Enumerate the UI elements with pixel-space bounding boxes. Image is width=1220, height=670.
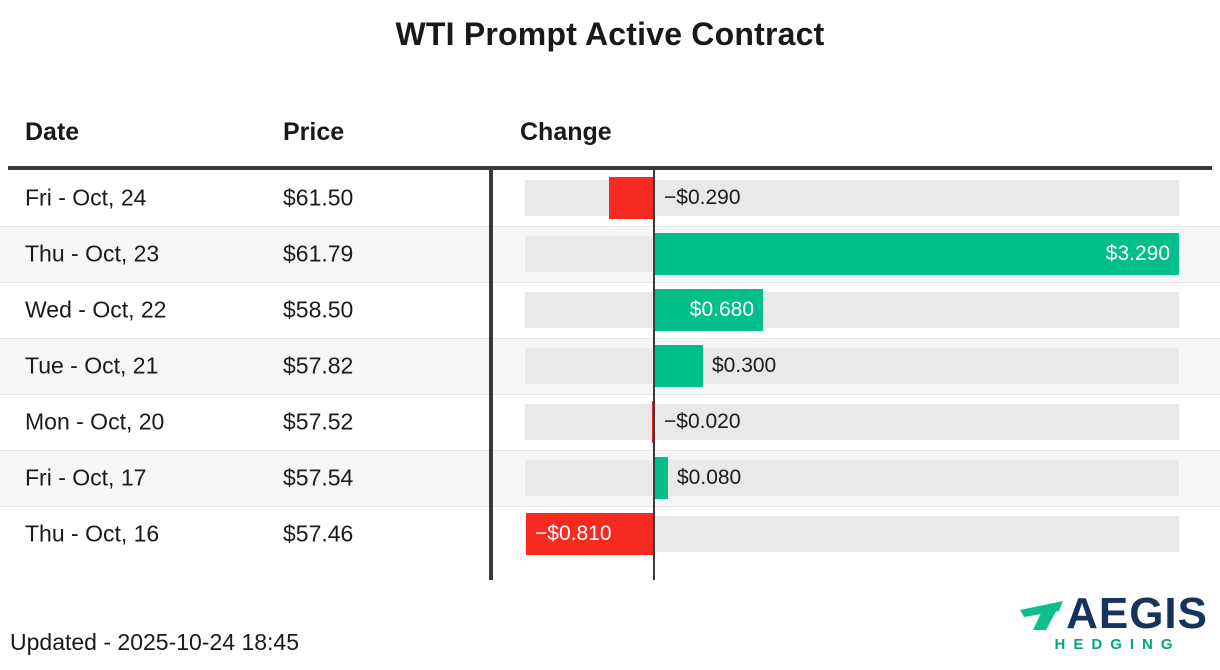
change-bar [655, 457, 668, 499]
aegis-logo: AEGIS HEDGING [1019, 589, 1208, 653]
table-row: Fri - Oct, 17 $57.54 $0.080 [0, 450, 1220, 506]
change-value-label: $3.290 [1105, 242, 1170, 265]
table-row: Fri - Oct, 24 $61.50 −$0.290 [0, 170, 1220, 226]
aegis-logo-text: AEGIS [1066, 589, 1208, 638]
price-cell: $61.79 [283, 240, 354, 267]
change-value-label: $0.300 [712, 354, 777, 377]
price-cell: $58.50 [283, 296, 354, 323]
change-bar-track [525, 348, 1179, 384]
change-value-label: −$0.020 [664, 410, 741, 433]
price-table: Fri - Oct, 24 $61.50 −$0.290 Thu - Oct, 23 $… [0, 170, 1220, 580]
column-header-date: Date [25, 118, 80, 146]
change-value-label: −$0.290 [664, 186, 741, 209]
table-row: Thu - Oct, 16 $57.46 −$0.810 [0, 506, 1220, 562]
table-row: Mon - Oct, 20 $57.52 −$0.020 [0, 394, 1220, 450]
change-bar-track [525, 292, 1179, 328]
column-header-change: Change [520, 118, 612, 146]
date-cell: Mon - Oct, 20 [25, 408, 165, 435]
header-divider-line [8, 166, 1212, 170]
change-bar-track [525, 460, 1179, 496]
date-cell: Fri - Oct, 24 [25, 184, 147, 211]
date-cell: Fri - Oct, 17 [25, 464, 147, 491]
change-value-label: $0.680 [689, 298, 754, 321]
price-cell: $57.46 [283, 520, 354, 547]
change-bar [526, 513, 655, 555]
price-cell: $61.50 [283, 184, 354, 211]
change-bar [655, 345, 703, 387]
zero-axis-line [653, 170, 655, 580]
change-bar-track [525, 404, 1179, 440]
updated-timestamp: Updated - 2025-10-24 18:45 [10, 629, 299, 655]
table-row: Wed - Oct, 22 $58.50 $0.680 [0, 282, 1220, 338]
change-value-label: $0.080 [677, 466, 742, 489]
column-header-price: Price [283, 118, 345, 146]
page-title: WTI Prompt Active Contract [395, 16, 825, 52]
change-bar [655, 289, 763, 331]
column-divider-line [489, 170, 493, 580]
date-cell: Tue - Oct, 21 [25, 352, 159, 379]
date-cell: Thu - Oct, 16 [25, 520, 160, 547]
table-row: Tue - Oct, 21 $57.82 $0.300 [0, 338, 1220, 394]
price-cell: $57.52 [283, 408, 354, 435]
change-value-label: −$0.810 [535, 522, 612, 545]
table-row: Thu - Oct, 23 $61.79 $3.290 [0, 226, 1220, 282]
price-cell: $57.54 [283, 464, 354, 491]
price-cell: $57.82 [283, 352, 354, 379]
aegis-logo-subtext: HEDGING [1054, 636, 1181, 653]
date-cell: Thu - Oct, 23 [25, 240, 160, 267]
change-bar [655, 233, 1179, 275]
aegis-logo-icon [1020, 601, 1064, 630]
change-bar [609, 177, 655, 219]
aegis-logo-row: AEGIS [1019, 589, 1208, 638]
date-cell: Wed - Oct, 22 [25, 296, 167, 323]
